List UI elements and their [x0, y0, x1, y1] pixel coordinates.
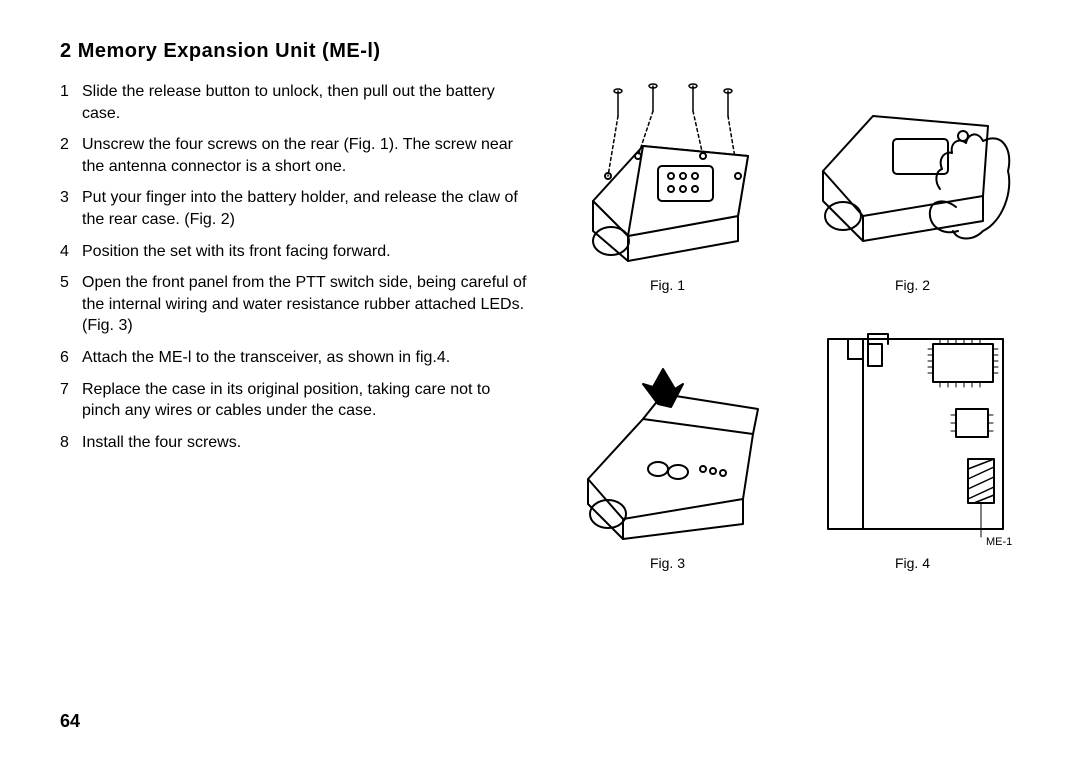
- instructions-column: 1 Slide the release button to unlock, th…: [60, 81, 530, 601]
- step-number: 5: [60, 272, 82, 337]
- figure-3-caption: Fig. 3: [650, 555, 685, 571]
- step-number: 8: [60, 432, 82, 454]
- figure-3-svg: [563, 349, 773, 549]
- step-number: 3: [60, 187, 82, 230]
- steps-list: 1 Slide the release button to unlock, th…: [60, 81, 530, 453]
- step-text: Install the four screws.: [82, 432, 530, 454]
- figure-2-svg: [808, 81, 1018, 271]
- section-number: 2: [60, 40, 72, 62]
- figure-1: [563, 81, 773, 271]
- step-item: 2 Unscrew the four screws on the rear (F…: [60, 134, 530, 177]
- step-text: Open the front panel from the PTT switch…: [82, 272, 530, 337]
- step-number: 1: [60, 81, 82, 124]
- step-number: 2: [60, 134, 82, 177]
- step-number: 4: [60, 241, 82, 263]
- figure-2-caption: Fig. 2: [895, 277, 930, 293]
- step-text: Replace the case in its original positio…: [82, 379, 530, 422]
- figure-4-svg: ME-1: [808, 329, 1018, 549]
- step-text: Unscrew the four screws on the rear (Fig…: [82, 134, 530, 177]
- figure-2: [808, 81, 1018, 271]
- step-item: 3 Put your finger into the battery holde…: [60, 187, 530, 230]
- step-number: 7: [60, 379, 82, 422]
- figure-4-part-label: ME-1: [986, 536, 1012, 548]
- step-item: 5 Open the front panel from the PTT swit…: [60, 272, 530, 337]
- section-title: 2 Memory Expansion Unit (ME-l): [60, 40, 1030, 63]
- figure-4-caption: Fig. 4: [895, 555, 930, 571]
- section-title-text: Memory Expansion Unit (ME-l): [78, 40, 381, 62]
- figure-3: [563, 349, 773, 549]
- step-item: 8 Install the four screws.: [60, 432, 530, 454]
- figure-1-svg: [563, 81, 773, 271]
- step-text: Position the set with its front facing f…: [82, 241, 530, 263]
- step-item: 6 Attach the ME-l to the transceiver, as…: [60, 347, 530, 369]
- figure-1-caption: Fig. 1: [650, 277, 685, 293]
- step-text: Put your finger into the battery holder,…: [82, 187, 530, 230]
- page-number: 64: [60, 711, 80, 732]
- step-item: 7 Replace the case in its original posit…: [60, 379, 530, 422]
- figure-4: ME-1: [808, 329, 1018, 549]
- step-item: 1 Slide the release button to unlock, th…: [60, 81, 530, 124]
- step-text: Slide the release button to unlock, then…: [82, 81, 530, 124]
- step-text: Attach the ME-l to the transceiver, as s…: [82, 347, 530, 369]
- step-item: 4 Position the set with its front facing…: [60, 241, 530, 263]
- figures-column: Fig. 1 Fig. 2: [550, 81, 1030, 601]
- step-number: 6: [60, 347, 82, 369]
